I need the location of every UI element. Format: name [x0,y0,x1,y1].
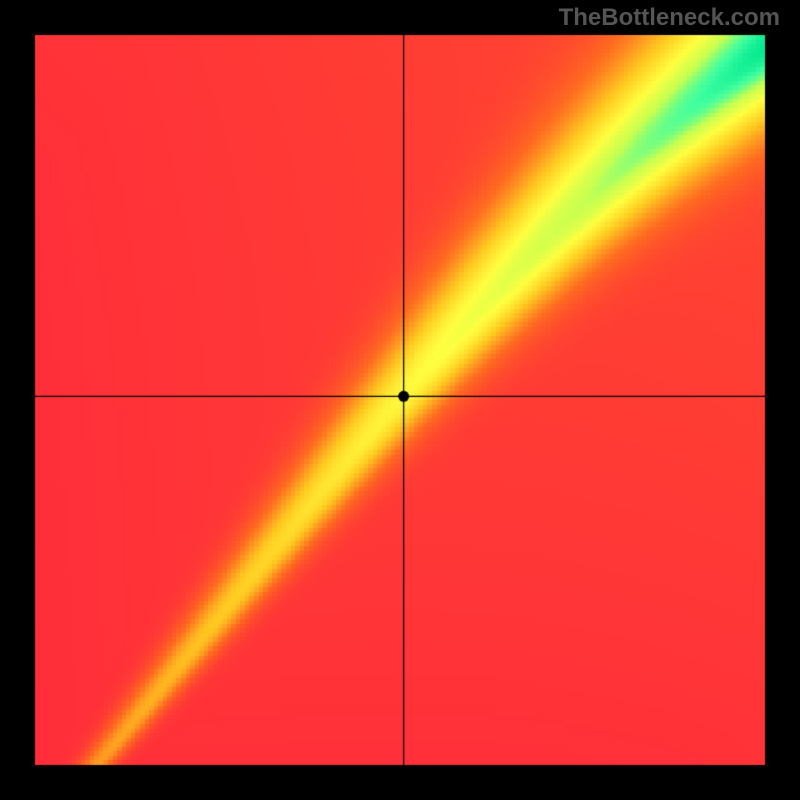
bottleneck-heatmap [0,0,800,800]
chart-container: { "watermark": { "text": "TheBottleneck.… [0,0,800,800]
watermark-text: TheBottleneck.com [559,4,780,32]
